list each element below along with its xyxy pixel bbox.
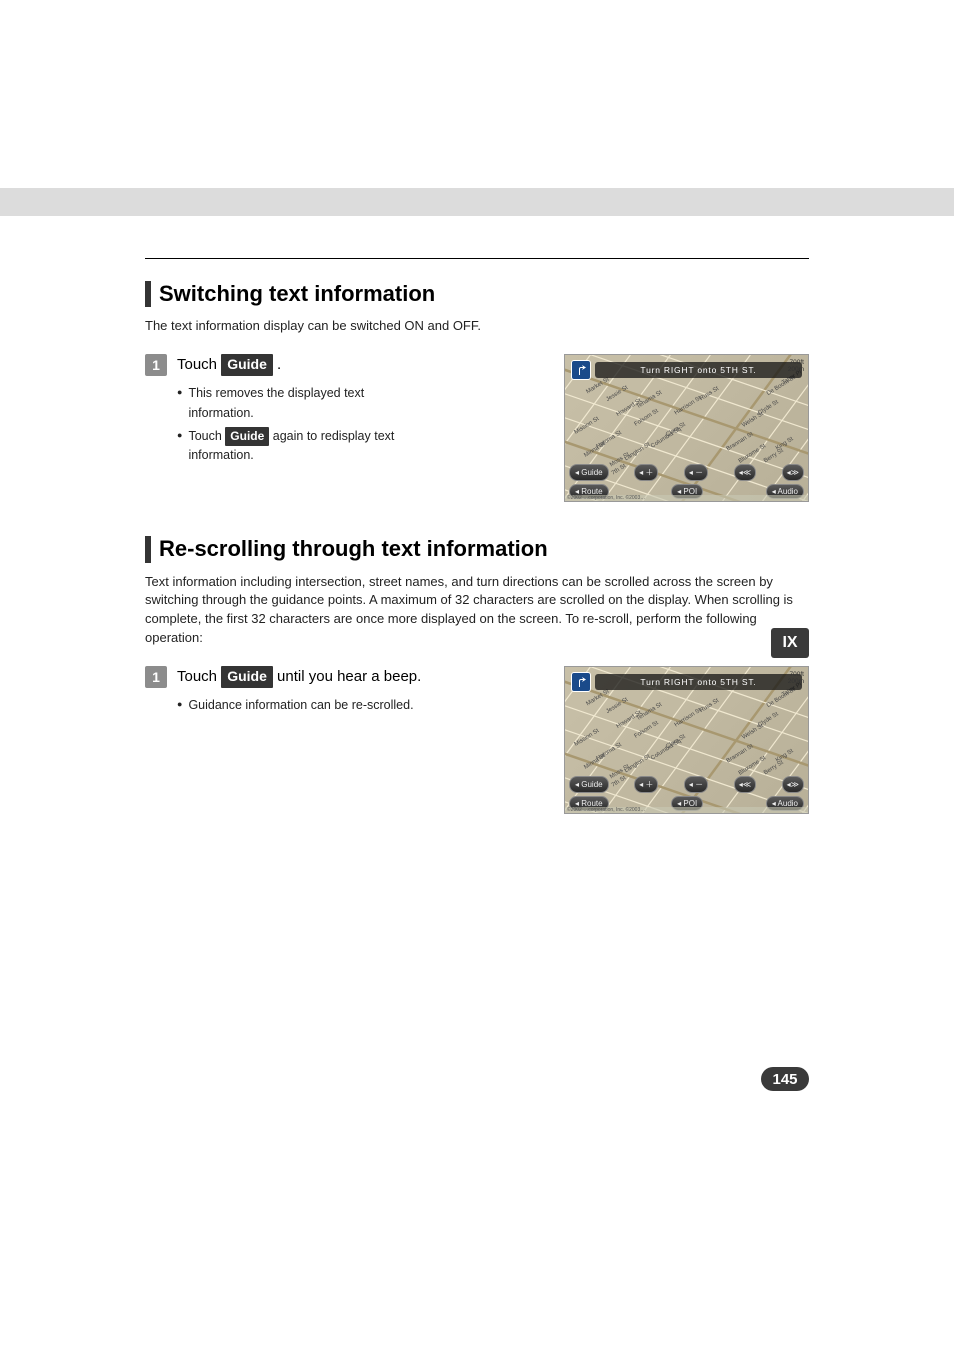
divider <box>145 258 809 259</box>
section2-map-col: Market StMission StHoward StFolsom StHar… <box>443 666 809 814</box>
section1-intro: The text information display can be swit… <box>145 317 809 336</box>
step-text-post: until you hear a beep. <box>273 668 421 685</box>
section2: Re-scrolling through text information Te… <box>145 536 809 814</box>
step-text-pre: Touch <box>177 356 221 373</box>
step-instruction: Touch Guide until you hear a beep. <box>177 666 421 688</box>
page-number: 145 <box>761 1067 809 1091</box>
scale-indicator: 700ft200m <box>788 359 804 373</box>
turn-instruction-text: Turn RIGHT onto 5TH ST. <box>595 362 802 378</box>
map-copyright: ©2002 …corporation, Inc. ©2003… <box>565 495 808 501</box>
map-copyright: ©2002 …corporation, Inc. ©2003… <box>565 807 808 813</box>
guide-button-label: Guide <box>221 354 273 376</box>
section2-intro: Text information including intersection,… <box>145 573 809 648</box>
step-head: 1 Touch Guide . <box>145 354 425 376</box>
bullet-item: Guidance information can be re-scrolled. <box>177 696 425 715</box>
section1-step-col: 1 Touch Guide . This removes the display… <box>145 354 425 502</box>
step-instruction: Touch Guide . <box>177 354 281 376</box>
section2-title: Re-scrolling through text information <box>145 536 809 562</box>
map-zoom-in-button[interactable]: ◂ ＋ <box>634 776 658 793</box>
turn-instruction-text: Turn RIGHT onto 5TH ST. <box>595 674 802 690</box>
bullet-item: This removes the displayed text informat… <box>177 384 425 423</box>
turn-right-icon <box>571 360 591 380</box>
bullet-text: This removes the displayed text informat… <box>188 384 425 423</box>
bullet-text: Guidance information can be re-scrolled. <box>188 696 413 715</box>
step-text-pre: Touch <box>177 668 221 685</box>
turn-right-icon <box>571 672 591 692</box>
map-zoom-in-button[interactable]: ◂ ＋ <box>634 464 658 481</box>
section1-bullets: This removes the displayed text informat… <box>177 384 425 466</box>
map-zoom-out-button[interactable]: ◂ － <box>684 776 708 793</box>
section2-bullets: Guidance information can be re-scrolled. <box>177 696 425 715</box>
guide-button-label: Guide <box>221 666 273 688</box>
turn-instruction-bar: Turn RIGHT onto 5TH ST. <box>571 361 802 379</box>
scale-indicator: 700ft200m <box>788 671 804 685</box>
step-number-badge: 1 <box>145 354 167 376</box>
nav-map-screenshot: Market StMission StHoward StFolsom StHar… <box>564 666 809 814</box>
map-button-bar: ◂ Guide◂ ＋◂ －◂≪◂≫◂ Route◂ POI◂ Audio <box>569 776 804 811</box>
bullet-text: Touch Guide again to redisplay text info… <box>188 427 425 466</box>
section-tab: IX <box>771 628 809 658</box>
page-content: Switching text information The text info… <box>145 258 809 814</box>
map-zoom-out-button[interactable]: ◂ － <box>684 464 708 481</box>
guide-button-label: Guide <box>225 427 269 446</box>
map-next-button[interactable]: ◂≫ <box>782 776 804 793</box>
section1-title: Switching text information <box>145 281 809 307</box>
header-band <box>0 188 954 216</box>
map-next-button[interactable]: ◂≫ <box>782 464 804 481</box>
bullet-item: Touch Guide again to redisplay text info… <box>177 427 425 466</box>
section2-step-row: 1 Touch Guide until you hear a beep. Gui… <box>145 666 809 814</box>
section2-step-col: 1 Touch Guide until you hear a beep. Gui… <box>145 666 425 814</box>
map-button-bar: ◂ Guide◂ ＋◂ －◂≪◂≫◂ Route◂ POI◂ Audio <box>569 464 804 499</box>
map-prev-button[interactable]: ◂≪ <box>734 464 756 481</box>
nav-map-screenshot: Market StMission StHoward StFolsom StHar… <box>564 354 809 502</box>
map-prev-button[interactable]: ◂≪ <box>734 776 756 793</box>
section1-map-col: Market StMission StHoward StFolsom StHar… <box>443 354 809 502</box>
map-guide-button[interactable]: ◂ Guide <box>569 776 609 793</box>
step-number-badge: 1 <box>145 666 167 688</box>
step-head: 1 Touch Guide until you hear a beep. <box>145 666 425 688</box>
step-text-post: . <box>273 356 281 373</box>
turn-instruction-bar: Turn RIGHT onto 5TH ST. <box>571 673 802 691</box>
section1-step-row: 1 Touch Guide . This removes the display… <box>145 354 809 502</box>
map-guide-button[interactable]: ◂ Guide <box>569 464 609 481</box>
